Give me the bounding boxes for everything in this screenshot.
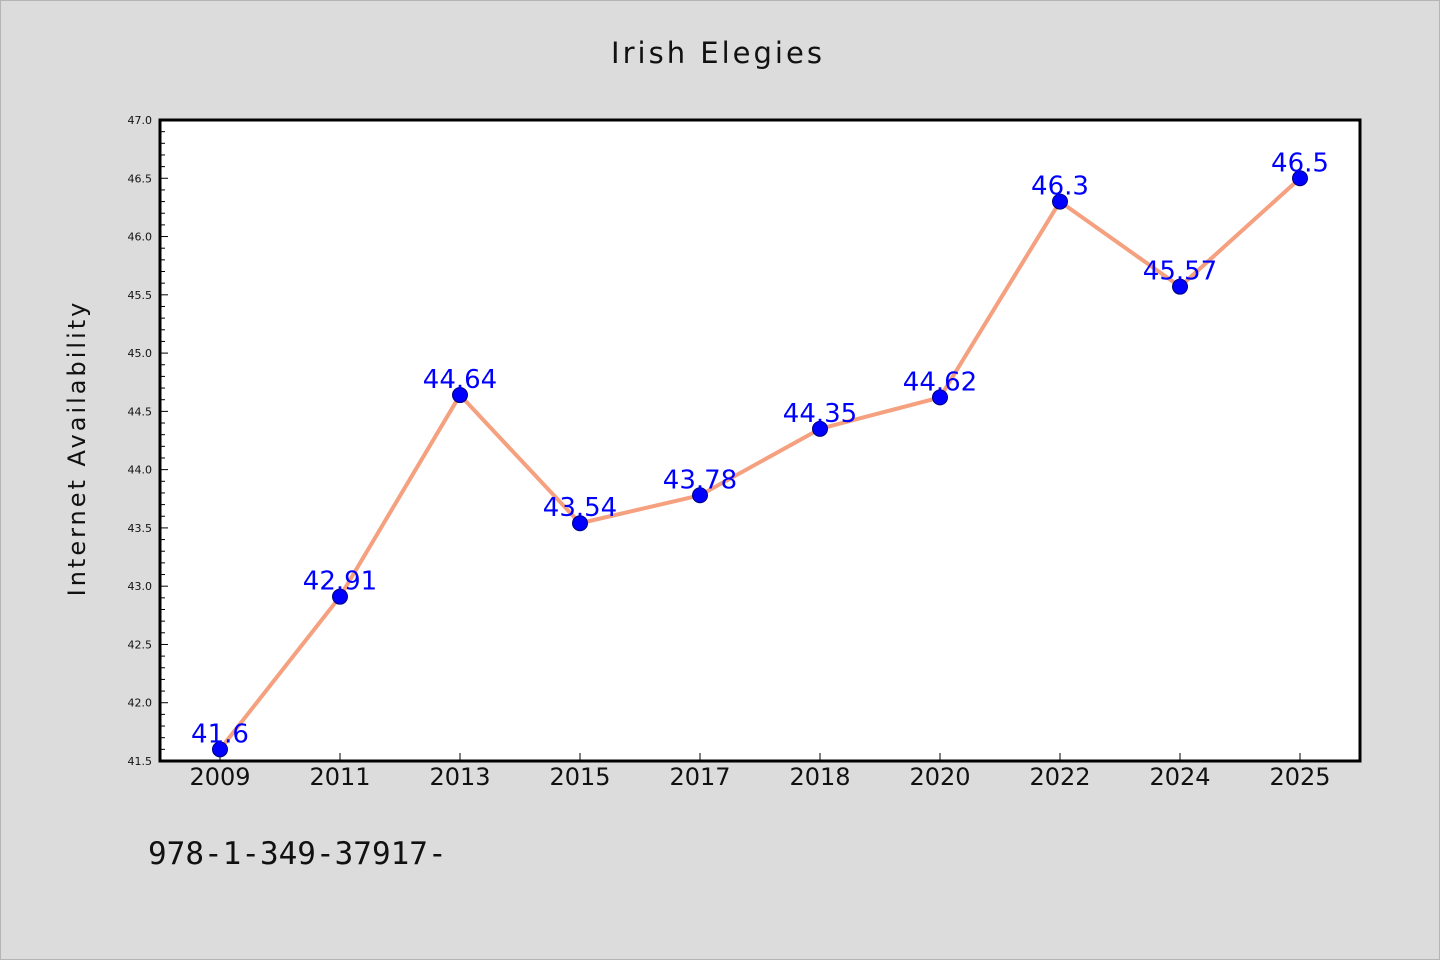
x-tick-label: 2009 [189, 763, 250, 791]
y-tick-label: 46.0 [128, 231, 153, 244]
data-label: 41.6 [191, 719, 249, 749]
x-tick-label: 2022 [1029, 763, 1090, 791]
data-label: 44.62 [903, 367, 977, 397]
y-tick-label: 44.5 [128, 405, 153, 418]
x-tick-label: 2025 [1269, 763, 1330, 791]
y-axis-label: Internet Availability [63, 300, 91, 597]
y-axis: 41.5 42.0 42.5 43.0 43.5 44.0 44.5 45.0 45.5 46.0… [128, 114, 168, 768]
x-tick-label: 2018 [789, 763, 850, 791]
data-point [332, 588, 348, 605]
data-label: 42.91 [303, 567, 377, 597]
x-axis: 2009 2011 2013 2015 2017 2018 2020 2022 2024 2025 [189, 753, 1331, 791]
series-line [218, 176, 1302, 752]
y-tick-label: 43.5 [128, 522, 153, 535]
y-tick-label: 47.0 [128, 114, 153, 127]
x-tick-label: 2013 [429, 763, 490, 791]
y-tick-label: 45.5 [128, 289, 153, 302]
y-tick-label: 44.0 [128, 464, 153, 477]
x-tick-label: 2017 [669, 763, 730, 791]
data-label: 44.64 [423, 365, 497, 395]
data-point [812, 420, 828, 437]
y-tick-label: 46.5 [128, 172, 153, 185]
y-tick-label: 42.0 [128, 697, 153, 710]
data-label: 43.78 [663, 465, 737, 495]
x-tick-label: 2020 [909, 763, 970, 791]
data-point [932, 389, 948, 406]
data-point [212, 741, 228, 758]
data-point [452, 387, 468, 404]
y-tick-label: 41.5 [128, 755, 153, 768]
data-label: 44.35 [783, 399, 857, 429]
plot-area [158, 118, 1362, 763]
data-label: 43.54 [543, 493, 617, 523]
data-point [1172, 278, 1188, 295]
x-tick-label: 2015 [549, 763, 610, 791]
data-point [1052, 193, 1068, 210]
footer-text: 978-1-349-37917- [148, 836, 447, 872]
x-tick-label: 2024 [1149, 763, 1210, 791]
y-tick-label: 42.5 [128, 638, 153, 651]
data-labels: 41.6 42.91 44.64 43.54 43.78 44.35 44.62 46.3 45… [191, 148, 1329, 749]
data-label: 45.57 [1143, 257, 1217, 287]
x-tick-label: 2011 [309, 763, 370, 791]
data-label: 46.5 [1271, 148, 1329, 178]
series-layer [212, 170, 1308, 758]
chart-title: Irish Elegies [611, 36, 825, 70]
data-point [1292, 170, 1308, 187]
y-tick-label: 45.0 [128, 347, 153, 360]
data-point [692, 487, 708, 504]
data-point [572, 515, 588, 532]
y-tick-label: 43.0 [128, 580, 153, 593]
data-label: 46.3 [1031, 172, 1089, 202]
